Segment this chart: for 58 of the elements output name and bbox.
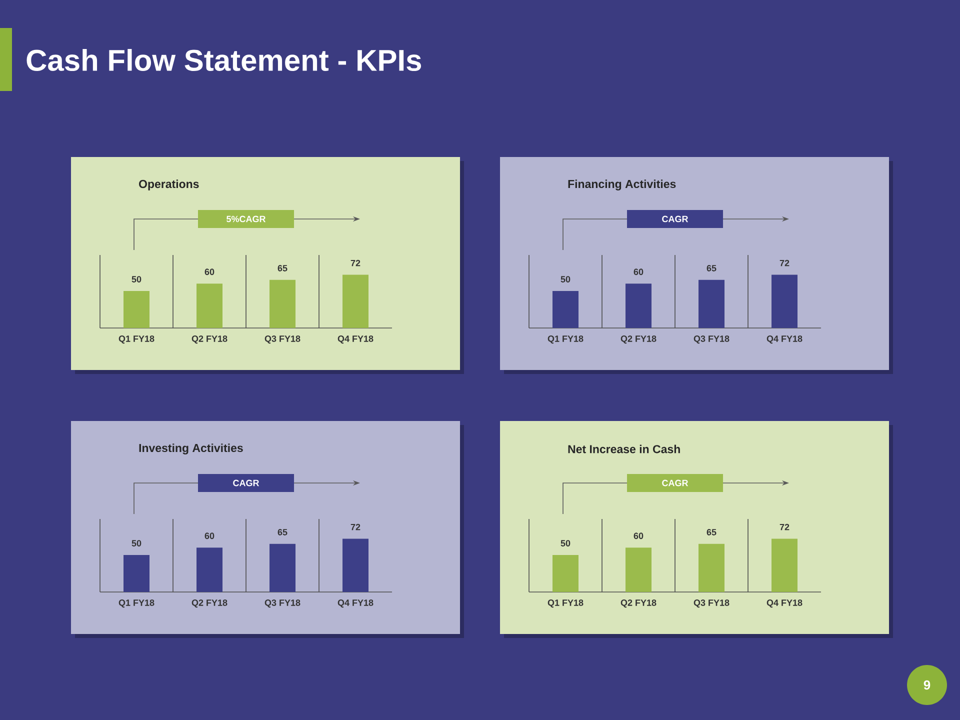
x-tick-label: Q1 FY18 xyxy=(118,600,154,608)
chart-title: Investing Activities xyxy=(139,444,243,454)
data-label: 60 xyxy=(204,532,214,540)
x-tick-label: Q1 FY18 xyxy=(548,336,584,344)
data-label: 50 xyxy=(560,276,570,282)
x-tick-label: Q4 FY18 xyxy=(766,336,802,344)
bar xyxy=(626,284,652,328)
x-tick-label: Q3 FY18 xyxy=(694,336,730,344)
bar xyxy=(270,544,296,592)
data-label: 65 xyxy=(278,528,288,536)
text: CAGR xyxy=(662,480,688,486)
bar xyxy=(196,284,223,328)
text: Cash Flow Statement - KPIs xyxy=(26,48,422,72)
x-tick-label: Q4 FY18 xyxy=(766,600,802,608)
data-label: 60 xyxy=(634,268,644,276)
x-tick-label: Q1 FY18 xyxy=(548,600,584,608)
x-tick-label: Q3 FY18 xyxy=(264,336,300,344)
bar xyxy=(196,548,223,592)
data-label: 72 xyxy=(780,260,790,266)
data-label: 72 xyxy=(780,524,790,530)
data-label: 72 xyxy=(350,260,360,266)
x-tick-label: Q3 FY18 xyxy=(694,600,730,608)
x-tick-label: Q4 FY18 xyxy=(338,600,374,608)
bar xyxy=(124,290,150,328)
x-tick-label: Q3 FY18 xyxy=(264,600,300,608)
x-tick-label: Q2 FY18 xyxy=(192,600,228,608)
bar xyxy=(342,274,369,328)
x-tick-label: Q2 FY18 xyxy=(620,600,656,608)
data-label: 72 xyxy=(350,524,360,530)
data-label: 65 xyxy=(278,264,288,272)
bar xyxy=(772,538,798,592)
data-label: 50 xyxy=(560,540,570,546)
data-label: 60 xyxy=(204,268,214,276)
x-tick-label: Q4 FY18 xyxy=(338,336,374,344)
text: 5%CAGR xyxy=(226,216,266,222)
bar xyxy=(270,280,296,328)
bar xyxy=(552,290,579,328)
data-label: 65 xyxy=(706,528,716,536)
data-label: 65 xyxy=(706,264,716,272)
text: 9 xyxy=(924,680,930,690)
chart-title: Financing Activities xyxy=(568,180,676,190)
bar xyxy=(552,554,579,592)
bar xyxy=(772,274,798,328)
chart-title: Net Increase in Cash xyxy=(568,444,680,454)
bar xyxy=(124,554,150,592)
bar xyxy=(626,548,652,592)
text: CAGR xyxy=(233,480,260,486)
text: CAGR xyxy=(662,216,688,222)
chart-title: Operations xyxy=(139,180,199,190)
data-label: 50 xyxy=(132,276,142,282)
bar xyxy=(698,280,725,328)
bar xyxy=(698,544,725,592)
x-tick-label: Q2 FY18 xyxy=(192,336,228,344)
data-label: 50 xyxy=(132,540,142,546)
x-tick-label: Q2 FY18 xyxy=(620,336,656,344)
x-tick-label: Q1 FY18 xyxy=(118,336,154,344)
data-label: 60 xyxy=(634,532,644,540)
bar xyxy=(342,538,369,592)
